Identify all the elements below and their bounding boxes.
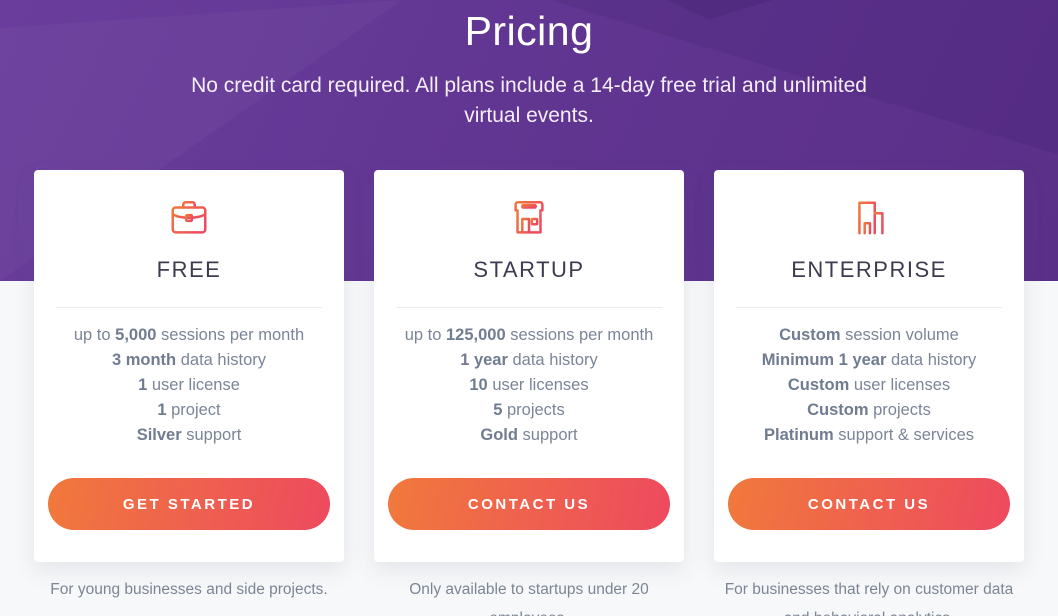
plan-description: For businesses that rely on customer dat…	[724, 581, 1014, 616]
card-divider	[56, 307, 322, 308]
feature-item: Custom projects	[807, 401, 931, 419]
feature-item: Gold support	[480, 426, 578, 444]
feature-item: 1 year data history	[460, 351, 598, 369]
plan-name: FREE	[156, 257, 222, 282]
card-divider	[396, 307, 662, 308]
briefcase-icon	[166, 196, 212, 240]
plan-description: Only available to startups under 20 empl…	[409, 581, 649, 616]
plan-column-startup: STARTUP up to 125,000 sessions per month…	[374, 170, 684, 616]
plan-name: STARTUP	[473, 257, 585, 282]
feature-item: 5 projects	[493, 401, 565, 419]
page-subtitle: No credit card required. All plans inclu…	[191, 74, 867, 128]
pricing-cards: FREE up to 5,000 sessions per month 3 mo…	[0, 170, 1058, 616]
feature-item: Silver support	[136, 426, 242, 444]
feature-list: Custom session volume Minimum 1 year dat…	[714, 308, 1024, 448]
card-divider	[736, 307, 1002, 308]
plan-card-free: FREE up to 5,000 sessions per month 3 mo…	[34, 170, 344, 562]
contact-us-button[interactable]: CONTACT US	[388, 478, 670, 530]
plan-column-free: FREE up to 5,000 sessions per month 3 mo…	[34, 170, 344, 616]
plan-column-enterprise: ENTERPRISE Custom session volume Minimum…	[714, 170, 1024, 616]
feature-item: 10 user licenses	[469, 376, 589, 394]
plan-card-startup: STARTUP up to 125,000 sessions per month…	[374, 170, 684, 562]
feature-item: up to 5,000 sessions per month	[73, 326, 305, 344]
feature-item: Platinum support & services	[764, 426, 974, 444]
feature-list: up to 5,000 sessions per month 3 month d…	[34, 308, 344, 448]
feature-item: 3 month data history	[111, 351, 267, 369]
contact-us-button[interactable]: CONTACT US	[728, 478, 1010, 530]
feature-item: Minimum 1 year data history	[761, 351, 977, 369]
feature-item: 1 project	[157, 401, 221, 419]
page-title: Pricing	[464, 8, 594, 54]
feature-item: Custom user licenses	[787, 376, 951, 394]
storefront-icon	[506, 196, 552, 240]
feature-item: Custom session volume	[779, 326, 959, 344]
feature-list: up to 125,000 sessions per month 1 year …	[374, 308, 684, 448]
building-icon	[846, 196, 892, 240]
plan-description: For young businesses and side projects.	[50, 581, 328, 598]
feature-item: up to 125,000 sessions per month	[404, 326, 654, 344]
get-started-button[interactable]: GET STARTED	[48, 478, 330, 530]
plan-card-enterprise: ENTERPRISE Custom session volume Minimum…	[714, 170, 1024, 562]
plan-name: ENTERPRISE	[791, 257, 947, 282]
feature-item: 1 user license	[138, 376, 240, 394]
